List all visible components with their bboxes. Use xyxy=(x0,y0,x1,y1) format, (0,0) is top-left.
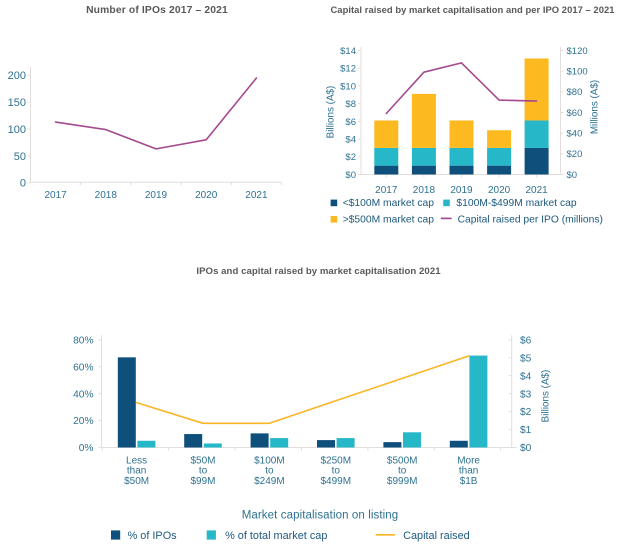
svg-text:$2: $2 xyxy=(520,407,532,418)
svg-text:More: More xyxy=(457,455,480,466)
svg-text:150: 150 xyxy=(8,97,26,109)
svg-text:$50M: $50M xyxy=(190,455,215,466)
svg-text:$3: $3 xyxy=(520,389,532,400)
svg-text:$40: $40 xyxy=(567,129,583,140)
svg-text:$1B: $1B xyxy=(460,476,478,487)
svg-text:$8: $8 xyxy=(345,99,356,110)
svg-text:$99M: $99M xyxy=(190,476,215,487)
svg-text:$5: $5 xyxy=(520,353,532,364)
svg-text:20%: 20% xyxy=(73,416,93,427)
svg-text:$1: $1 xyxy=(520,425,532,436)
svg-text:Capital raised: Capital raised xyxy=(403,530,470,542)
svg-text:$4: $4 xyxy=(345,134,356,145)
svg-text:<$100M market cap: <$100M market cap xyxy=(343,198,435,209)
svg-text:$10: $10 xyxy=(340,81,356,92)
svg-text:2018: 2018 xyxy=(95,190,118,201)
svg-text:$0: $0 xyxy=(345,170,356,181)
svg-text:$120: $120 xyxy=(567,46,588,57)
svg-text:Number of IPOs 2017 – 2021: Number of IPOs 2017 – 2021 xyxy=(86,5,228,16)
svg-text:60%: 60% xyxy=(73,362,93,373)
svg-text:than: than xyxy=(459,466,478,477)
svg-text:$6: $6 xyxy=(345,117,356,128)
svg-text:$100M-$499M market cap: $100M-$499M market cap xyxy=(456,198,576,209)
svg-text:Less: Less xyxy=(126,455,147,466)
svg-text:to: to xyxy=(265,466,274,477)
svg-text:$50M: $50M xyxy=(124,476,149,487)
svg-text:$60: $60 xyxy=(567,108,583,119)
svg-text:$14: $14 xyxy=(340,46,356,57)
svg-text:$80: $80 xyxy=(567,87,583,98)
svg-text:Capital raised per IPO (millio: Capital raised per IPO (millions) xyxy=(458,214,603,225)
svg-text:Millions (A$): Millions (A$) xyxy=(590,80,601,134)
svg-text:$0: $0 xyxy=(567,170,578,181)
svg-text:2019: 2019 xyxy=(450,185,473,196)
svg-text:>$500M market cap: >$500M market cap xyxy=(343,214,435,225)
svg-text:2021: 2021 xyxy=(525,185,548,196)
svg-text:% of total market cap: % of total market cap xyxy=(225,530,327,542)
svg-text:100: 100 xyxy=(8,124,26,136)
svg-text:$100: $100 xyxy=(567,67,588,78)
svg-text:2021: 2021 xyxy=(245,190,268,201)
svg-text:% of IPOs: % of IPOs xyxy=(128,530,178,542)
svg-text:to: to xyxy=(398,466,407,477)
svg-text:$500M: $500M xyxy=(387,455,418,466)
svg-text:50: 50 xyxy=(14,151,26,163)
svg-text:2018: 2018 xyxy=(413,185,436,196)
svg-text:$4: $4 xyxy=(520,371,532,382)
svg-text:$999M: $999M xyxy=(387,476,418,487)
svg-text:Capital raised by market capit: Capital raised by market capitalisation … xyxy=(330,4,614,15)
svg-text:2020: 2020 xyxy=(195,190,218,201)
svg-text:80%: 80% xyxy=(73,335,93,346)
svg-text:than: than xyxy=(127,466,146,477)
svg-text:2020: 2020 xyxy=(488,185,511,196)
svg-text:Billions (A$): Billions (A$) xyxy=(326,86,337,139)
svg-text:2017: 2017 xyxy=(44,190,67,201)
svg-text:200: 200 xyxy=(8,70,26,82)
svg-text:$2: $2 xyxy=(345,152,356,163)
svg-text:$12: $12 xyxy=(340,64,356,75)
svg-text:to: to xyxy=(199,466,208,477)
svg-text:$249M: $249M xyxy=(254,476,285,487)
svg-text:$100M: $100M xyxy=(254,455,285,466)
svg-text:$499M: $499M xyxy=(321,476,352,487)
svg-text:Market capitalisation on listi: Market capitalisation on listing xyxy=(242,509,399,521)
svg-text:0%: 0% xyxy=(79,443,94,454)
svg-text:0: 0 xyxy=(20,178,26,190)
svg-text:40%: 40% xyxy=(73,389,93,400)
svg-text:$20: $20 xyxy=(567,149,583,160)
svg-text:IPOs and capital raised by mar: IPOs and capital raised by market capita… xyxy=(196,266,441,277)
svg-text:$6: $6 xyxy=(520,335,532,346)
svg-text:2017: 2017 xyxy=(375,185,398,196)
svg-text:2019: 2019 xyxy=(145,190,168,201)
svg-text:Billions (A$): Billions (A$) xyxy=(540,370,551,423)
svg-text:$0: $0 xyxy=(520,443,532,454)
svg-text:to: to xyxy=(332,466,341,477)
svg-text:$250M: $250M xyxy=(321,455,352,466)
